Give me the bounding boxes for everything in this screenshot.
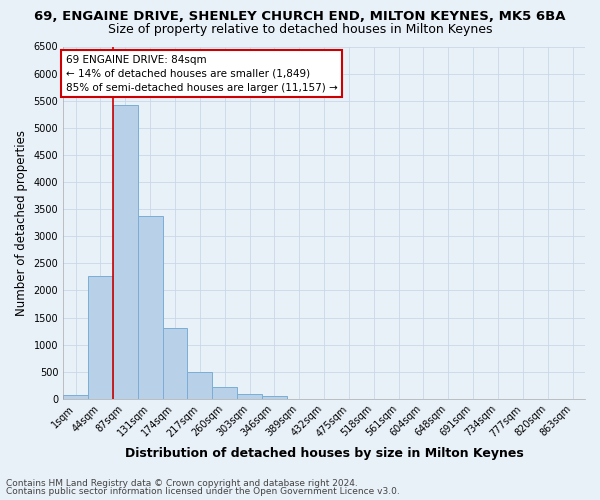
Bar bbox=[113, 105, 138, 399]
Text: Contains HM Land Registry data © Crown copyright and database right 2024.: Contains HM Land Registry data © Crown c… bbox=[6, 478, 358, 488]
Bar bbox=[88, 276, 113, 399]
Bar bbox=[63, 394, 88, 399]
Text: Contains public sector information licensed under the Open Government Licence v3: Contains public sector information licen… bbox=[6, 487, 400, 496]
Text: 69, ENGAINE DRIVE, SHENLEY CHURCH END, MILTON KEYNES, MK5 6BA: 69, ENGAINE DRIVE, SHENLEY CHURCH END, M… bbox=[34, 10, 566, 23]
Bar bbox=[212, 388, 237, 399]
Bar bbox=[262, 396, 287, 399]
Bar bbox=[237, 394, 262, 399]
Text: Size of property relative to detached houses in Milton Keynes: Size of property relative to detached ho… bbox=[108, 22, 492, 36]
Bar bbox=[138, 216, 163, 399]
X-axis label: Distribution of detached houses by size in Milton Keynes: Distribution of detached houses by size … bbox=[125, 447, 523, 460]
Bar bbox=[163, 328, 187, 399]
Bar bbox=[187, 372, 212, 399]
Text: 69 ENGAINE DRIVE: 84sqm
← 14% of detached houses are smaller (1,849)
85% of semi: 69 ENGAINE DRIVE: 84sqm ← 14% of detache… bbox=[65, 54, 337, 92]
Y-axis label: Number of detached properties: Number of detached properties bbox=[15, 130, 28, 316]
